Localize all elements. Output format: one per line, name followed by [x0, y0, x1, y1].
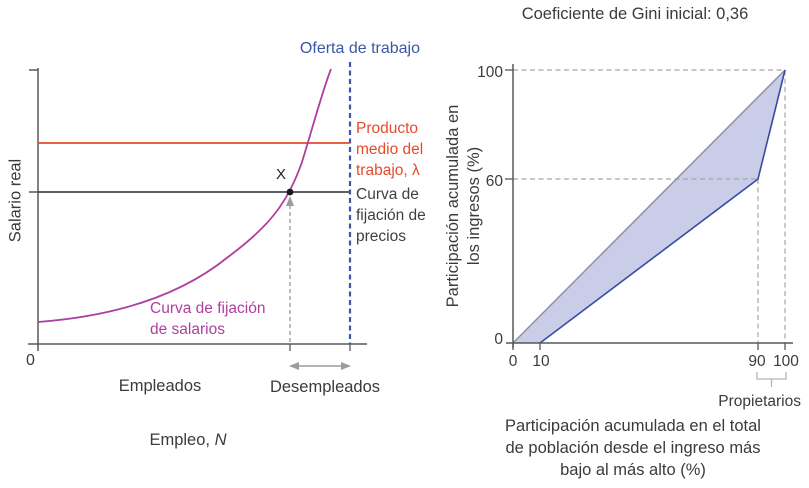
avg-product-label-line1: Producto [356, 120, 419, 137]
gini-title: Coeficiente de Gini inicial: 0,36 [521, 5, 749, 23]
price-setting-label-line2: fijación de [356, 207, 426, 224]
right-x-tick-label-10: 10 [532, 353, 550, 370]
wage-setting-label: Curva de fijación de salarios [150, 298, 265, 340]
employed-label: Empleados [118, 377, 202, 395]
unemployment-arrow-left-head [289, 362, 299, 370]
price-setting-label-line1: Curva de [356, 186, 419, 203]
avg-product-label-line2: medio del [356, 141, 424, 158]
right-x-axis-label-line1: Participación acumulada en el total [505, 417, 761, 435]
right-y-tick-label-60: 60 [485, 173, 503, 190]
left-y-axis-label: Salario real [6, 158, 25, 243]
labor-supply-label: Oferta de trabajo [299, 40, 420, 57]
equality-line [512, 69, 786, 344]
avg-product-label: Producto medio del trabajo, λ [356, 118, 423, 181]
right-x-axis-label-line2: de población desde el ingreso más [505, 439, 761, 457]
left-origin-tick-label: 0 [26, 352, 35, 369]
wage-setting-label-line2: de salarios [150, 321, 225, 338]
wage-setting-curve [37, 68, 332, 323]
point-x-label: X [276, 166, 287, 183]
right-x-axis-label: Participación acumulada en el total de p… [463, 415, 803, 481]
lorenz-curve [539, 69, 786, 344]
wage-setting-label-line1: Curva de fijación [150, 300, 266, 317]
right-y-axis-label-line2: los ingresos (%) [465, 146, 483, 266]
left-x-axis-label-prefix: Empleo, [149, 431, 215, 449]
right-y-axis-label-line1: Participación acumulada en [444, 104, 462, 308]
price-setting-label-line3: precios [356, 228, 406, 245]
avg-product-label-line3: trabajo, λ [356, 162, 420, 179]
right-x-tick-label-0: 0 [508, 353, 518, 370]
owners-label: Propietarios [718, 393, 801, 410]
point-x-dot [286, 188, 294, 196]
unemployment-arrow-right-head [341, 362, 351, 370]
price-setting-label: Curva de fijación de precios [356, 184, 426, 247]
right-y-tick-label-0: 0 [494, 331, 503, 348]
right-x-axis-label-line3: bajo al más alto (%) [560, 461, 706, 479]
right-x-tick-label-100: 100 [773, 353, 799, 370]
owners-bracket [756, 372, 787, 387]
right-x-tick-label-90: 90 [748, 353, 766, 370]
left-x-axis-label: Empleo, N [108, 430, 268, 451]
left-x-axis-label-symbol: N [214, 431, 227, 449]
unemployed-label: Desempleados [269, 378, 381, 396]
guide-arrow-up-head [286, 196, 294, 206]
right-y-tick-label-100: 100 [477, 64, 503, 81]
right-y-axis-label: Participación acumulada en los ingresos … [443, 66, 485, 346]
